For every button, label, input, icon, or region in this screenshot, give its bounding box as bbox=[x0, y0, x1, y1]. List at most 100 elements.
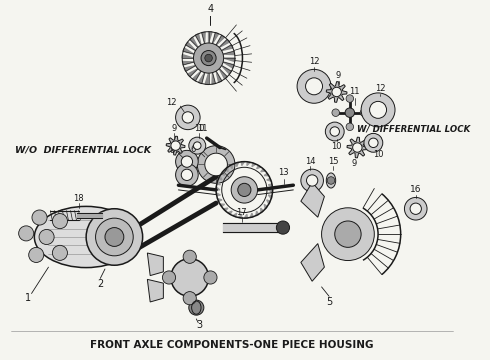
Text: 10: 10 bbox=[194, 124, 204, 133]
Circle shape bbox=[238, 183, 251, 197]
Text: 16: 16 bbox=[410, 185, 421, 194]
Circle shape bbox=[52, 213, 68, 229]
Text: 10: 10 bbox=[373, 150, 383, 159]
Polygon shape bbox=[221, 171, 224, 176]
Polygon shape bbox=[301, 183, 324, 217]
Polygon shape bbox=[219, 69, 227, 79]
Circle shape bbox=[181, 169, 193, 180]
Polygon shape bbox=[209, 32, 212, 43]
Polygon shape bbox=[223, 62, 234, 68]
Circle shape bbox=[175, 150, 198, 173]
Circle shape bbox=[360, 109, 368, 116]
Circle shape bbox=[189, 137, 206, 154]
Polygon shape bbox=[223, 208, 228, 211]
Circle shape bbox=[346, 95, 354, 102]
Polygon shape bbox=[242, 162, 245, 166]
Text: 18: 18 bbox=[74, 194, 84, 203]
Circle shape bbox=[205, 54, 212, 62]
Polygon shape bbox=[216, 187, 220, 190]
Polygon shape bbox=[267, 179, 271, 181]
Circle shape bbox=[86, 209, 143, 265]
Polygon shape bbox=[183, 48, 194, 54]
Polygon shape bbox=[269, 190, 272, 193]
Circle shape bbox=[175, 163, 198, 186]
Polygon shape bbox=[166, 136, 185, 155]
Text: 6: 6 bbox=[191, 145, 196, 154]
Polygon shape bbox=[147, 253, 163, 276]
Polygon shape bbox=[190, 37, 198, 48]
Circle shape bbox=[306, 78, 322, 95]
Text: 11: 11 bbox=[196, 124, 207, 133]
Polygon shape bbox=[233, 213, 237, 217]
Polygon shape bbox=[219, 39, 229, 48]
Circle shape bbox=[162, 271, 175, 284]
Circle shape bbox=[307, 175, 318, 186]
Polygon shape bbox=[182, 55, 194, 58]
Circle shape bbox=[361, 93, 395, 127]
Polygon shape bbox=[247, 162, 250, 166]
Circle shape bbox=[332, 87, 342, 97]
Polygon shape bbox=[250, 213, 253, 217]
Circle shape bbox=[52, 245, 68, 260]
Polygon shape bbox=[219, 176, 222, 180]
Circle shape bbox=[297, 69, 331, 103]
Circle shape bbox=[19, 226, 34, 241]
Circle shape bbox=[410, 203, 421, 215]
Polygon shape bbox=[236, 162, 239, 167]
Circle shape bbox=[330, 127, 340, 136]
Circle shape bbox=[321, 208, 374, 261]
Polygon shape bbox=[193, 71, 201, 81]
Text: 2: 2 bbox=[97, 279, 103, 289]
Polygon shape bbox=[261, 169, 266, 172]
Polygon shape bbox=[301, 244, 324, 281]
Circle shape bbox=[364, 134, 383, 152]
Circle shape bbox=[201, 50, 216, 66]
Circle shape bbox=[325, 122, 344, 141]
Text: 10: 10 bbox=[331, 142, 342, 151]
Circle shape bbox=[346, 123, 354, 131]
Text: 14: 14 bbox=[305, 157, 316, 166]
Circle shape bbox=[171, 141, 180, 150]
Polygon shape bbox=[347, 137, 368, 158]
Polygon shape bbox=[198, 73, 205, 84]
Polygon shape bbox=[252, 163, 256, 167]
Circle shape bbox=[368, 138, 378, 148]
Polygon shape bbox=[205, 73, 209, 85]
Polygon shape bbox=[256, 211, 259, 216]
Polygon shape bbox=[186, 42, 196, 50]
Text: 9: 9 bbox=[336, 71, 341, 80]
Polygon shape bbox=[223, 51, 235, 55]
Polygon shape bbox=[218, 199, 222, 201]
Circle shape bbox=[175, 105, 200, 130]
Text: 12: 12 bbox=[309, 57, 319, 66]
Polygon shape bbox=[196, 34, 201, 45]
Circle shape bbox=[171, 258, 209, 296]
Circle shape bbox=[183, 292, 196, 305]
Polygon shape bbox=[257, 166, 261, 169]
Text: 5: 5 bbox=[326, 297, 332, 307]
Circle shape bbox=[327, 177, 335, 184]
Polygon shape bbox=[239, 214, 242, 218]
Circle shape bbox=[335, 221, 361, 247]
Text: 9: 9 bbox=[171, 124, 176, 133]
Ellipse shape bbox=[326, 173, 336, 188]
Polygon shape bbox=[216, 35, 224, 45]
Polygon shape bbox=[220, 204, 224, 207]
Polygon shape bbox=[261, 208, 263, 213]
Polygon shape bbox=[225, 167, 228, 172]
Circle shape bbox=[353, 143, 362, 152]
Polygon shape bbox=[188, 69, 198, 77]
Text: 15: 15 bbox=[328, 157, 338, 166]
Polygon shape bbox=[202, 32, 205, 44]
Circle shape bbox=[96, 218, 133, 256]
Polygon shape bbox=[269, 195, 272, 199]
Polygon shape bbox=[212, 73, 216, 84]
Circle shape bbox=[189, 300, 204, 315]
Polygon shape bbox=[326, 82, 347, 102]
Circle shape bbox=[105, 228, 124, 246]
Circle shape bbox=[205, 153, 227, 176]
Polygon shape bbox=[245, 214, 247, 218]
Polygon shape bbox=[217, 181, 221, 185]
Text: W/O  DIFFERENTIAL LOCK: W/O DIFFERENTIAL LOCK bbox=[15, 146, 151, 155]
Circle shape bbox=[39, 229, 54, 244]
